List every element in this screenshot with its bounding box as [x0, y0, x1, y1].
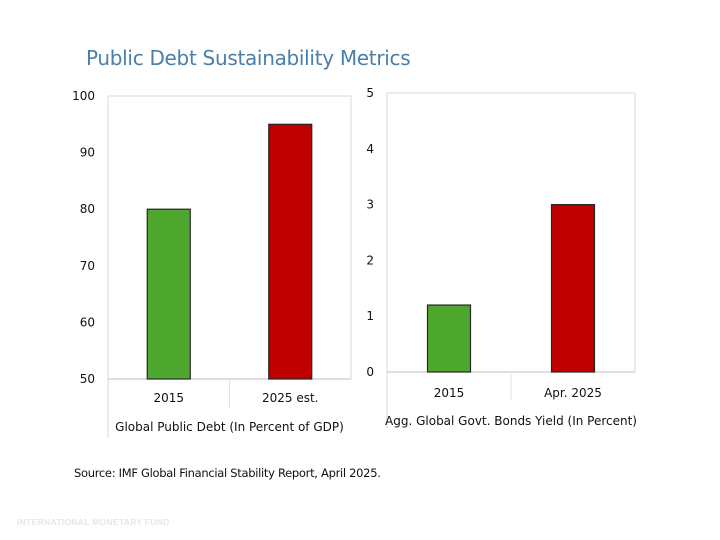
source-note: Source: IMF Global Financial Stability R… [74, 466, 381, 480]
y-tick-label: 80 [80, 202, 95, 216]
chart-global-public-debt: 50 60 70 80 90 100 2015 2025 est. Global Public … [72, 89, 352, 438]
y-tick-label: 50 [80, 372, 95, 386]
chart-govt-bonds-yield: 0 1 2 3 4 5 2015 Apr. 2025 Agg. Global Govt. Bon… [366, 86, 637, 428]
y-tick-label: 1 [366, 309, 374, 323]
y-tick-label: 4 [366, 142, 374, 156]
y-tick-label: 100 [72, 89, 95, 103]
y-tick-label: 2 [366, 253, 374, 267]
bar-apr-2025 [550, 204, 596, 373]
y-tick-label: 5 [366, 86, 374, 100]
y-tick-label: 3 [366, 198, 374, 212]
x-tick-label: Apr. 2025 [544, 386, 602, 400]
x-tick-label: 2015 [434, 386, 465, 400]
page-title: Public Debt Sustainability Metrics [86, 46, 411, 70]
y-tick-label: 60 [80, 315, 95, 329]
y-tick-label: 0 [366, 365, 374, 379]
x-tick-label: 2015 [153, 391, 184, 405]
bar-2015 [426, 304, 472, 373]
x-tick-label: 2025 est. [262, 391, 319, 405]
footer-imf-logo-text: INTERNATIONAL MONETARY FUND [17, 517, 170, 527]
y-tick-label: 70 [80, 259, 95, 273]
bar-2025-est- [268, 123, 313, 380]
y-tick-label: 90 [80, 146, 95, 160]
bar-2015 [146, 208, 191, 380]
x-axis-label: Global Public Debt (In Percent of GDP) [115, 420, 344, 434]
x-axis-label: Agg. Global Govt. Bonds Yield (In Percen… [385, 414, 637, 428]
